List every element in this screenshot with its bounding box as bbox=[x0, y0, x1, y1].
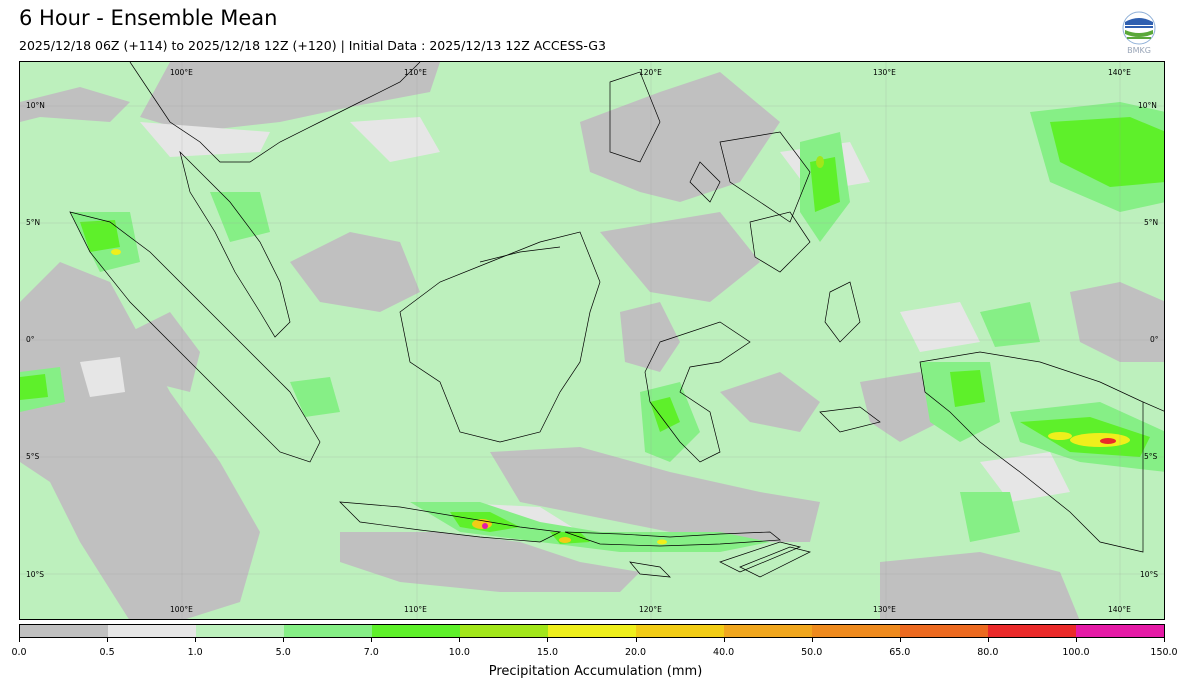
colorbar-tick-label: 0.0 bbox=[11, 647, 27, 658]
colorbar-tick-mark bbox=[371, 638, 373, 642]
coastlines bbox=[69, 62, 1164, 578]
colorbar-tick-label: 10.0 bbox=[448, 647, 470, 658]
lon-label-bottom-140: 140°E bbox=[1108, 605, 1131, 614]
colorbar-segment bbox=[196, 625, 284, 637]
colorbar-tick-label: 15.0 bbox=[536, 647, 559, 658]
colorbar-tick-mark bbox=[723, 638, 725, 642]
colorbar-segment bbox=[548, 625, 636, 637]
colorbar-segment bbox=[372, 625, 460, 637]
colorbar-segment bbox=[724, 625, 812, 637]
colorbar-tick-label: 5.0 bbox=[275, 647, 291, 658]
precipitation-colorbar bbox=[19, 624, 1165, 638]
lat-label-left-5n: 5°N bbox=[26, 218, 41, 227]
lon-label-top-120: 120°E bbox=[639, 68, 662, 77]
logo-text: BMKG bbox=[1127, 46, 1151, 55]
colorbar-segment bbox=[284, 625, 372, 637]
lon-label-bottom-100: 100°E bbox=[170, 605, 193, 614]
colorbar-segment bbox=[20, 625, 108, 637]
colorbar-tick-mark bbox=[107, 638, 109, 642]
lon-label-bottom-110: 110°E bbox=[404, 605, 427, 614]
lon-label-top-110: 110°E bbox=[404, 68, 427, 77]
colorbar-tick-label: 100.0 bbox=[1062, 647, 1090, 658]
colorbar-segment bbox=[108, 625, 196, 637]
lat-label-right-5n: 5°N bbox=[1144, 218, 1159, 227]
colorbar-tick-label: 80.0 bbox=[977, 647, 999, 658]
lat-label-left-5s: 5°S bbox=[26, 452, 40, 461]
colorbar-segment bbox=[812, 625, 900, 637]
lat-label-right-5s: 5°S bbox=[1144, 452, 1158, 461]
colorbar-segment bbox=[900, 625, 988, 637]
colorbar-segment bbox=[636, 625, 724, 637]
colorbar-segment bbox=[988, 625, 1076, 637]
colorbar-tick-label: 0.5 bbox=[99, 647, 115, 658]
colorbar-tick-label: 7.0 bbox=[363, 647, 379, 658]
map-subtitle: 2025/12/18 06Z (+114) to 2025/12/18 12Z … bbox=[19, 38, 606, 53]
lon-label-top-140: 140°E bbox=[1108, 68, 1131, 77]
colorbar-tick-mark bbox=[19, 638, 20, 642]
colorbar-tick-mark bbox=[547, 638, 549, 642]
colorbar-tick-label: 20.0 bbox=[624, 647, 647, 658]
colorbar-tick-mark bbox=[811, 638, 813, 642]
lat-label-left-0: 0° bbox=[26, 335, 35, 344]
graticule bbox=[20, 62, 1164, 619]
colorbar-tick-label: 1.0 bbox=[187, 647, 203, 658]
precipitation-map: 100°E 110°E 120°E 130°E 140°E 100°E 110°… bbox=[19, 61, 1165, 620]
colorbar-tick-mark bbox=[1075, 638, 1077, 642]
colorbar-segment bbox=[460, 625, 548, 637]
lon-label-bottom-120: 120°E bbox=[639, 605, 662, 614]
colorbar-tick-mark bbox=[899, 638, 901, 642]
colorbar-tick-mark bbox=[459, 638, 461, 642]
colorbar-tick-label: 65.0 bbox=[889, 647, 911, 658]
lat-label-left-10n: 10°N bbox=[26, 101, 45, 110]
lon-label-top-130: 130°E bbox=[873, 68, 896, 77]
colorbar-tick-mark bbox=[283, 638, 285, 642]
map-canvas bbox=[20, 62, 1164, 619]
colorbar-tick-label: 150.0 bbox=[1150, 647, 1178, 658]
colorbar-tick-mark bbox=[635, 638, 637, 642]
colorbar-tick-label: 40.0 bbox=[713, 647, 735, 658]
lat-label-right-10n: 10°N bbox=[1138, 101, 1157, 110]
colorbar-tick-label: 50.0 bbox=[801, 647, 823, 658]
intense-rain-cores bbox=[111, 156, 1130, 545]
lon-label-bottom-130: 130°E bbox=[873, 605, 896, 614]
colorbar-tick-mark bbox=[1164, 638, 1165, 642]
colorbar-tick-mark bbox=[195, 638, 197, 642]
bmkg-logo-icon: BMKG bbox=[1120, 10, 1158, 56]
colorbar-segment bbox=[1076, 625, 1164, 637]
lat-label-right-0: 0° bbox=[1150, 335, 1159, 344]
map-title: 6 Hour - Ensemble Mean bbox=[19, 6, 278, 30]
dry-regions bbox=[20, 62, 1164, 619]
colorbar-tick-mark bbox=[987, 638, 989, 642]
colorbar-label: Precipitation Accumulation (mm) bbox=[488, 664, 703, 679]
lat-label-left-10s: 10°S bbox=[26, 570, 45, 579]
lon-label-top-100: 100°E bbox=[170, 68, 193, 77]
lat-label-right-10s: 10°S bbox=[1140, 570, 1159, 579]
